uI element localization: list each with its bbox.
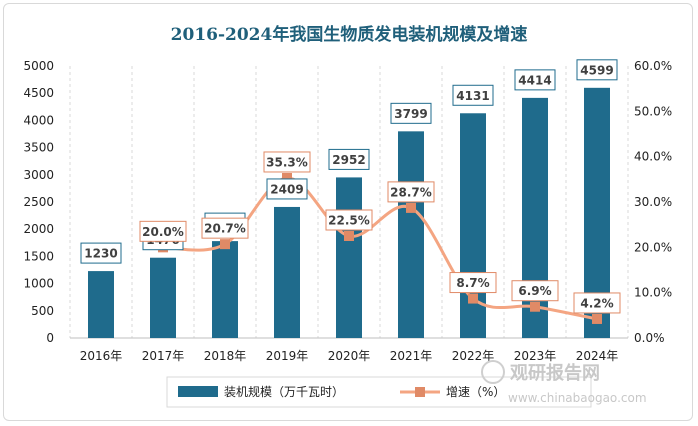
line-data-label: 22.5% xyxy=(328,214,370,228)
line-data-label: 4.2% xyxy=(580,296,613,310)
y-left-tick-label: 500 xyxy=(31,304,54,318)
bar xyxy=(336,177,362,338)
bar-data-label: 4131 xyxy=(456,89,489,103)
bar-data-label: 2952 xyxy=(332,153,365,167)
y-right-tick-label: 40.0% xyxy=(634,150,672,164)
y-left-tick-label: 0 xyxy=(46,331,54,345)
bar-series xyxy=(88,87,610,339)
x-tick-label: 2024年 xyxy=(576,349,619,363)
x-tick-label: 2016年 xyxy=(80,349,123,363)
line-data-label: 6.9% xyxy=(518,284,551,298)
watermark-logo-icon xyxy=(481,360,505,384)
line-point xyxy=(344,231,354,241)
line-label-box xyxy=(573,292,621,314)
legend-line-marker xyxy=(415,387,425,397)
y-left-tick-label: 4500 xyxy=(23,86,54,100)
watermark-brand: 观研报告网 xyxy=(510,362,600,384)
y-left-tick-label: 3000 xyxy=(23,168,54,182)
line-point xyxy=(220,239,230,250)
line-label-box xyxy=(449,272,497,294)
line-point xyxy=(530,301,540,312)
legend-label-bars: 装机规模（万千瓦时） xyxy=(224,384,344,399)
x-tick-label: 2018年 xyxy=(204,349,247,363)
line-label-box xyxy=(263,151,311,173)
y-right-tick-label: 20.0% xyxy=(634,240,672,254)
y-left-tick-label: 1000 xyxy=(23,277,54,291)
legend: 装机规模（万千瓦时） 增速（%） xyxy=(166,376,592,408)
bar xyxy=(150,257,176,338)
bar-label-box xyxy=(576,59,618,81)
bar xyxy=(212,241,238,338)
bar-label-box xyxy=(266,178,308,200)
watermark-url: www.chinabaogao.com xyxy=(508,391,647,405)
x-tick-label: 2020年 xyxy=(328,349,371,363)
chart-title: 2016-2024年我国生物质发电装机规模及增速 xyxy=(171,24,528,45)
bar xyxy=(274,206,300,338)
x-tick-label: 2017年 xyxy=(142,349,185,363)
line-point xyxy=(468,293,478,304)
line-label-box xyxy=(511,280,559,302)
x-tick-label: 2022年 xyxy=(452,349,495,363)
y-left-tick-label: 2000 xyxy=(23,222,54,236)
bar-label-box xyxy=(452,84,494,106)
y-right-tick-label: 30.0% xyxy=(634,195,672,209)
bar-label-box xyxy=(390,102,432,124)
legend-box xyxy=(166,376,592,408)
line-point xyxy=(282,172,292,183)
line-point xyxy=(592,313,602,324)
bar-data-label: 4414 xyxy=(518,73,551,87)
legend-label-line: 增速（%） xyxy=(446,385,505,399)
bar-label-box xyxy=(514,69,556,91)
x-tick-label: 2023年 xyxy=(514,349,557,363)
y-left-tick-label: 5000 xyxy=(23,59,54,73)
y-left-tick-label: 4000 xyxy=(23,113,54,127)
line-data-label: 28.7% xyxy=(390,185,432,199)
bar-data-label: 4599 xyxy=(580,63,613,77)
line-label-box xyxy=(387,181,435,203)
y-left-tick-label: 2500 xyxy=(23,195,54,209)
legend-bar-swatch xyxy=(178,386,218,397)
line-data-label: 35.3% xyxy=(266,155,308,169)
y-right-tick-label: 10.0% xyxy=(634,286,672,300)
bar-data-label: 2409 xyxy=(270,182,303,196)
y-right-tick-label: 0.0% xyxy=(634,331,665,345)
line-label-box xyxy=(201,217,249,239)
data-labels: 12301476178124092952379941314414459920.0… xyxy=(80,59,621,314)
bar xyxy=(88,271,114,338)
line-data-label: 20.7% xyxy=(204,222,246,236)
bar-label-box xyxy=(328,148,370,170)
bar-data-label: 1230 xyxy=(84,247,117,261)
line-label-box xyxy=(139,220,187,242)
x-tick-label: 2019年 xyxy=(266,349,309,363)
line-point xyxy=(406,202,416,213)
x-tick-label: 2021年 xyxy=(390,349,433,363)
y-left-tick-label: 3500 xyxy=(23,141,54,155)
bar-data-label: 3799 xyxy=(394,107,427,121)
line-data-label: 20.0% xyxy=(142,225,184,239)
line-label-box xyxy=(325,209,373,231)
line-data-label: 8.7% xyxy=(456,276,489,290)
bar xyxy=(398,131,424,338)
y-right-tick-label: 60.0% xyxy=(634,59,672,73)
y-right-tick-label: 50.0% xyxy=(634,104,672,118)
watermark: 观研报告网 www.chinabaogao.com xyxy=(481,360,647,405)
y-left-tick-label: 1500 xyxy=(23,249,54,263)
bar-label-box xyxy=(80,242,122,264)
